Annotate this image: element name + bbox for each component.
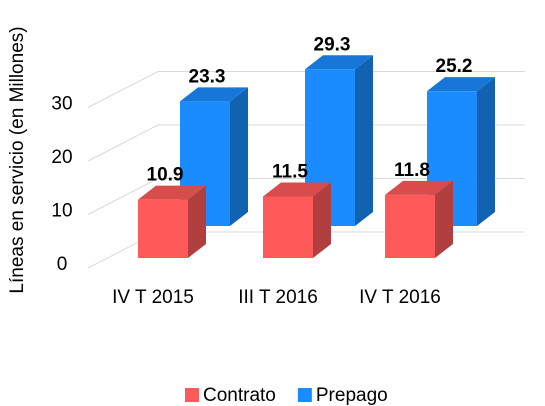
bar-side: [188, 185, 206, 258]
bar: [385, 194, 435, 258]
bar-top: [385, 180, 453, 195]
bar-top: [305, 55, 373, 70]
value-label: 10.9: [147, 165, 184, 186]
legend-label: Prepago: [316, 385, 388, 406]
y-tick-label: 0: [57, 254, 68, 275]
y-axis-title: Líneas en servicio (en Millones): [7, 26, 28, 293]
bar-side: [477, 77, 495, 227]
bar: [138, 199, 188, 258]
grid-line: [87, 71, 525, 108]
x-tick-label: IV T 2016: [359, 287, 441, 308]
value-label: 11.8: [394, 160, 430, 181]
grid-line: [87, 178, 525, 215]
y-tick-label: 20: [51, 147, 72, 168]
legend-swatch: [185, 388, 199, 402]
grid-line: [87, 124, 525, 162]
x-tick-label: IV T 2015: [112, 287, 194, 308]
bar-side: [313, 182, 331, 258]
value-label: 25.2: [436, 56, 473, 77]
bar-side: [230, 87, 248, 226]
bar-top: [263, 182, 331, 197]
bar-top: [138, 185, 206, 200]
x-tick-label: III T 2016: [238, 287, 318, 308]
bar: [263, 196, 313, 258]
bar-side: [435, 180, 453, 258]
legend-swatch: [297, 388, 312, 402]
bar-top: [180, 87, 248, 102]
bar-side: [355, 55, 373, 227]
value-label: 23.3: [189, 66, 226, 87]
legend-label: Contrato: [203, 385, 276, 406]
value-label: 29.3: [314, 34, 351, 55]
bar-top: [427, 77, 495, 92]
y-tick-label: 10: [51, 201, 72, 222]
value-label: 11.5: [272, 161, 308, 182]
y-tick-label: 30: [51, 94, 72, 115]
